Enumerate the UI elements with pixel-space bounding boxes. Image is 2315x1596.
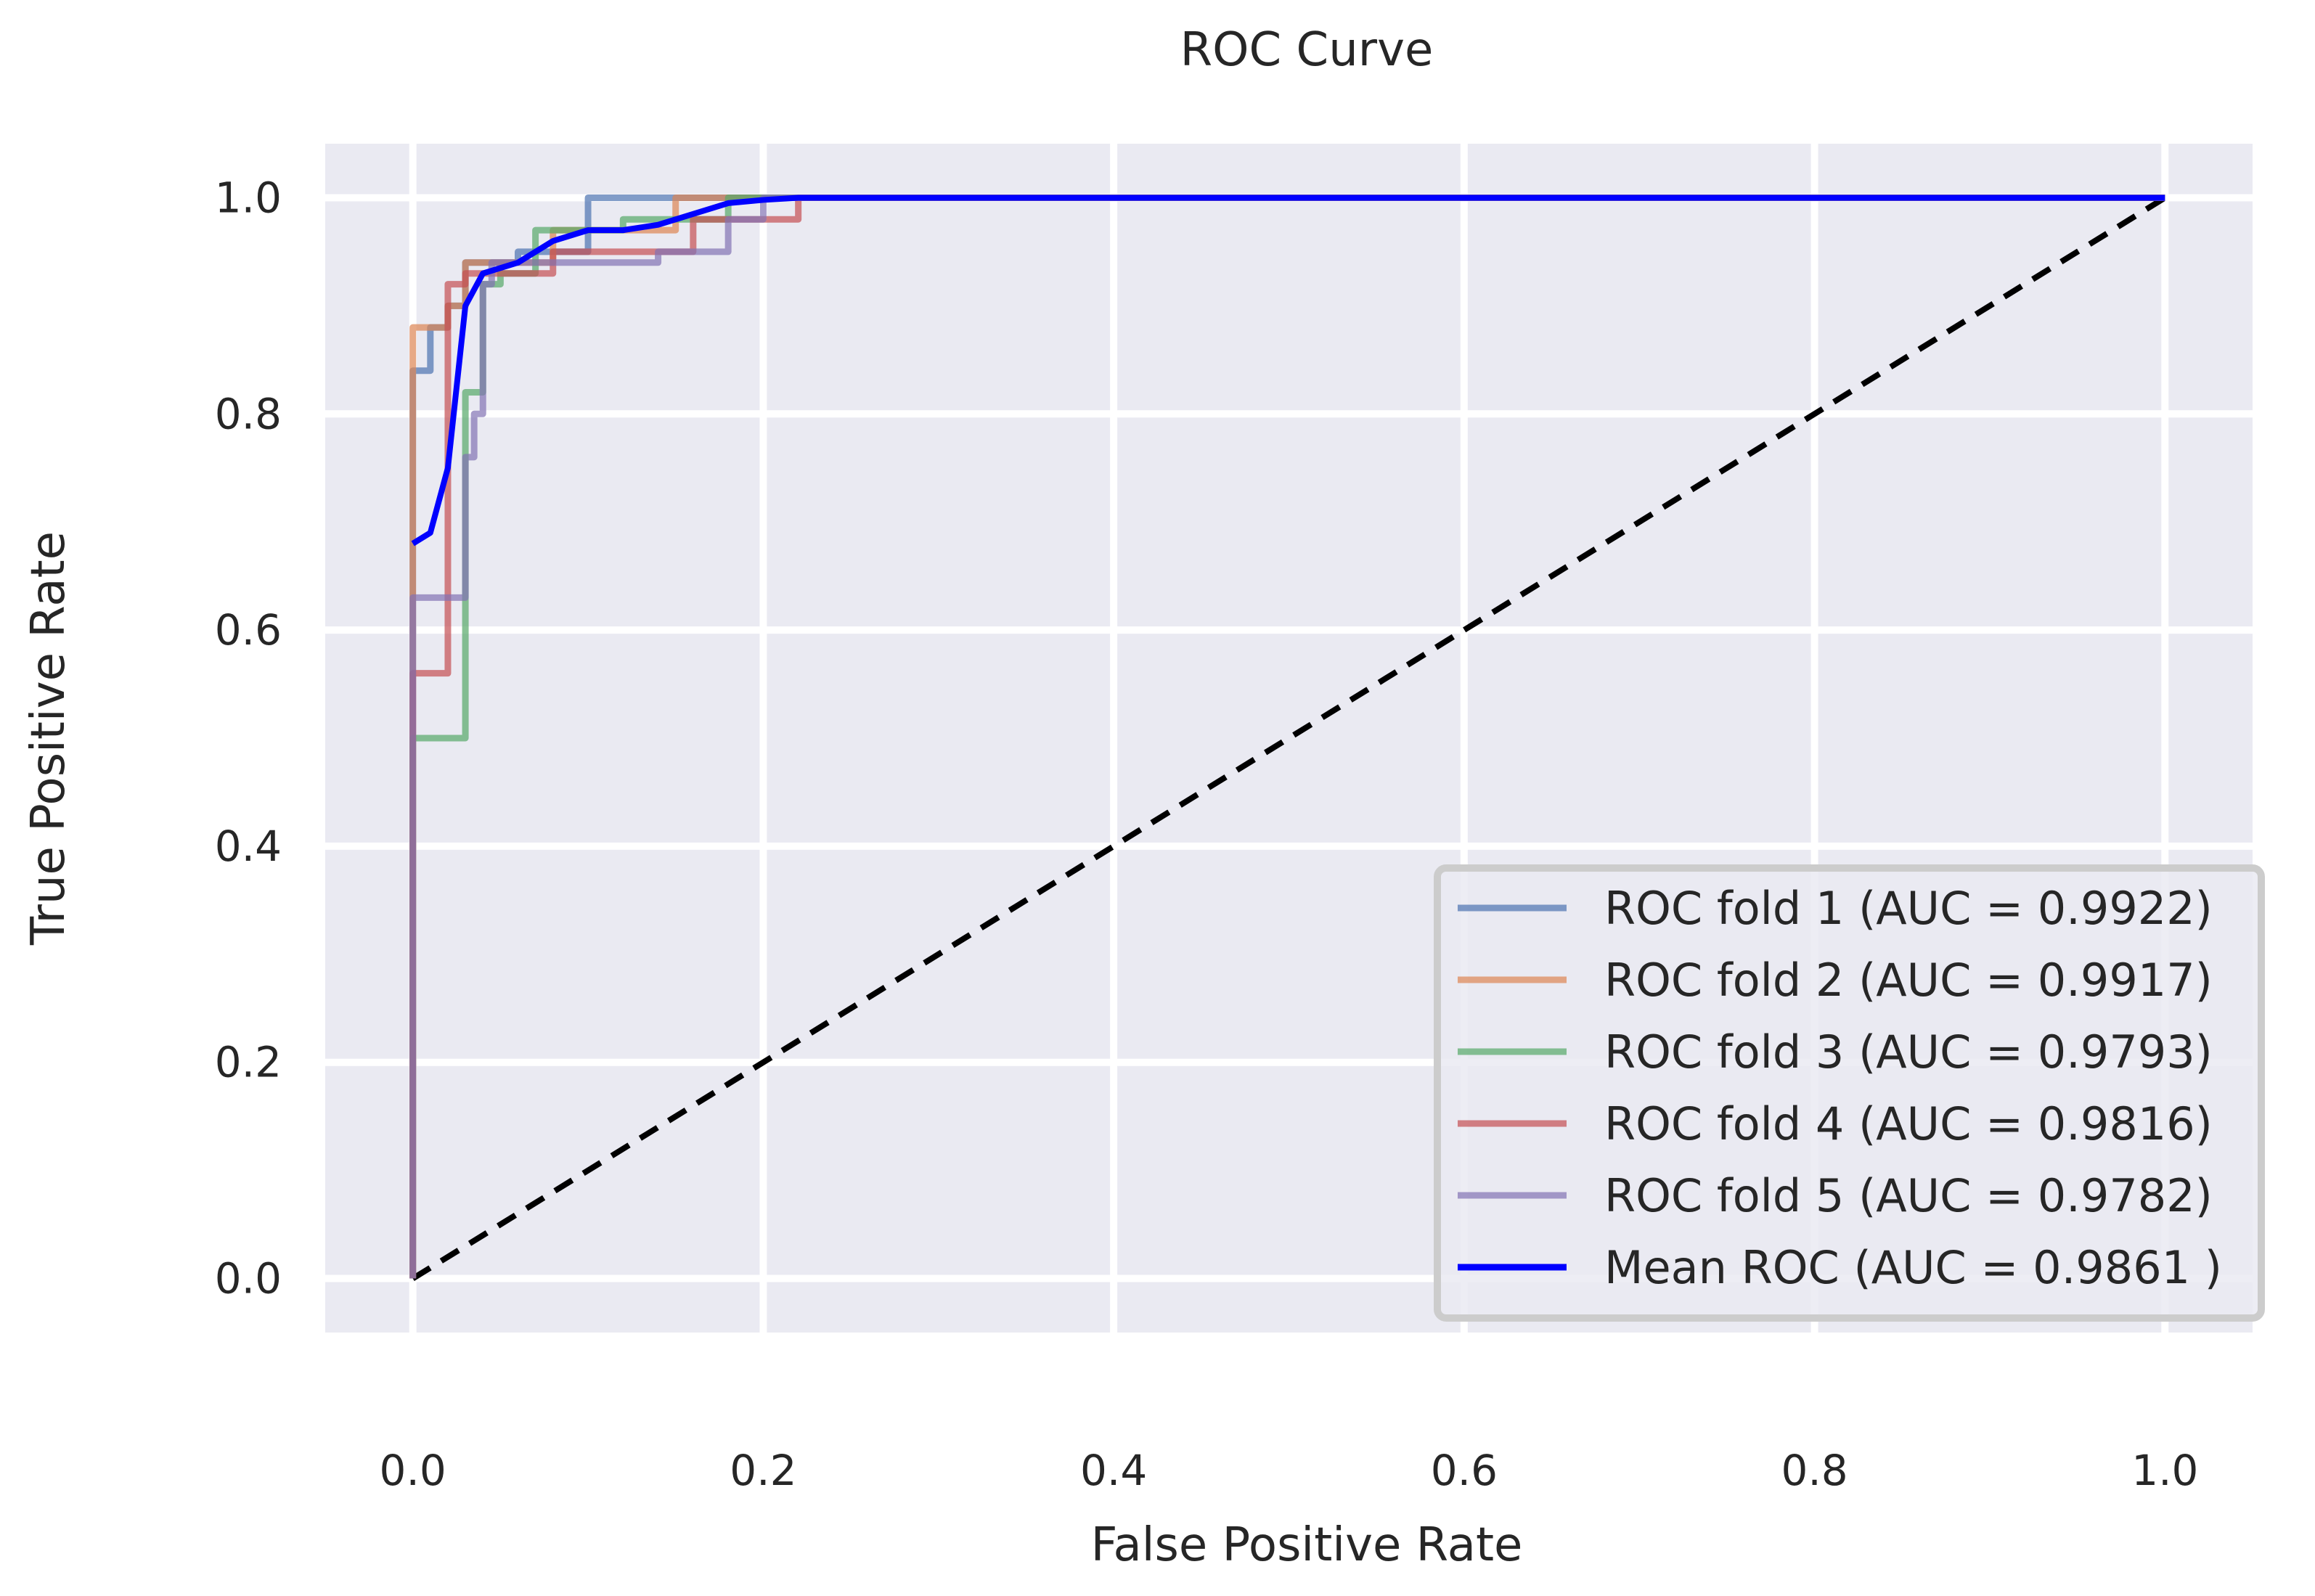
y-tick-label: 0.0 [215,1254,282,1304]
x-tick-label: 1.0 [2131,1446,2198,1495]
legend: ROC fold 1 (AUC = 0.9922) ROC fold 2 (AUC… [1437,868,2261,1318]
legend-label: ROC fold 5 (AUC = 0.9782) [1604,1169,2213,1222]
legend-label: ROC fold 1 (AUC = 0.9922) [1604,882,2213,935]
x-tick-label: 0.4 [1080,1446,1147,1495]
legend-label: Mean ROC (AUC = 0.9861 ) [1604,1241,2222,1294]
y-tick-label: 0.2 [215,1038,282,1087]
y-tick-label: 0.4 [215,822,282,871]
roc-chart: 0.0 0.2 0.4 0.6 0.8 1.0 0.0 0.2 0.4 0.6 0.8 1.0 ROC… [0,0,2315,1596]
legend-label: ROC fold 4 (AUC = 0.9816) [1604,1097,2213,1150]
x-tick-label: 0.6 [1431,1446,1498,1495]
legend-label: ROC fold 2 (AUC = 0.9917) [1604,954,2213,1007]
legend-label: ROC fold 3 (AUC = 0.9793) [1604,1026,2213,1079]
x-tick-label: 0.2 [730,1446,796,1495]
y-tick-label: 0.8 [215,389,282,438]
chart-title: ROC Curve [1180,23,1434,77]
x-axis-label: False Positive Rate [1091,1518,1523,1572]
y-tick-label: 0.6 [215,605,282,655]
y-axis-label: True Positive Rate [22,531,75,946]
x-tick-label: 0.0 [380,1446,446,1495]
x-tick-label: 0.8 [1781,1446,1847,1495]
y-tick-label: 1.0 [215,173,282,222]
